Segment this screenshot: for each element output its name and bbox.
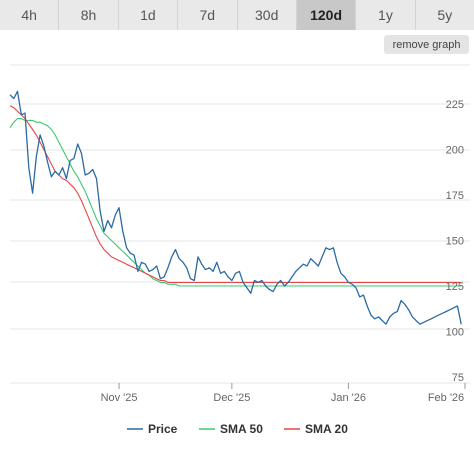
grid-lines (10, 64, 470, 384)
tab-1d[interactable]: 1d (118, 0, 179, 30)
y-tick-label: 75 (452, 372, 464, 384)
y-axis-ticks: 75 100 125 150 175 200 225 (446, 99, 464, 384)
chart-series (9, 90, 462, 325)
timeframe-tabs: 4h 8h 1d 7d 30d 120d 1y 5y (0, 0, 474, 30)
y-tick-label: 200 (446, 145, 464, 157)
x-axis-ticks: Nov '25 Dec '25 Jan '26 Feb '26 (101, 383, 466, 404)
tab-1y[interactable]: 1y (356, 0, 416, 30)
x-tick-label: Feb '26 (428, 392, 464, 404)
x-tick-label: Dec '25 (213, 392, 250, 404)
remove-graph-button[interactable]: remove graph (384, 35, 469, 54)
y-tick-label: 225 (446, 99, 464, 111)
series-line-price (9, 90, 462, 325)
legend-label: SMA 50 (220, 422, 263, 436)
tab-30d[interactable]: 30d (237, 0, 297, 30)
series-line-sma-50 (9, 118, 462, 287)
legend-label: SMA 20 (305, 422, 348, 436)
x-tick-label: Jan '26 (331, 392, 366, 404)
series-line-sma-20 (9, 105, 462, 283)
tab-7d[interactable]: 7d (178, 0, 238, 30)
y-tick-label: 175 (446, 190, 464, 202)
tab-8h[interactable]: 8h (59, 0, 119, 30)
y-tick-label: 100 (446, 327, 464, 339)
tab-4h[interactable]: 4h (0, 0, 60, 30)
chart-legend: Price SMA 50 SMA 20 (127, 422, 348, 436)
y-tick-label: 150 (446, 236, 464, 248)
y-tick-label: 125 (446, 281, 464, 293)
tab-5y[interactable]: 5y (415, 0, 474, 30)
legend-label: Price (148, 422, 178, 436)
tab-120d[interactable]: 120d (296, 0, 357, 30)
x-tick-label: Nov '25 (101, 392, 138, 404)
